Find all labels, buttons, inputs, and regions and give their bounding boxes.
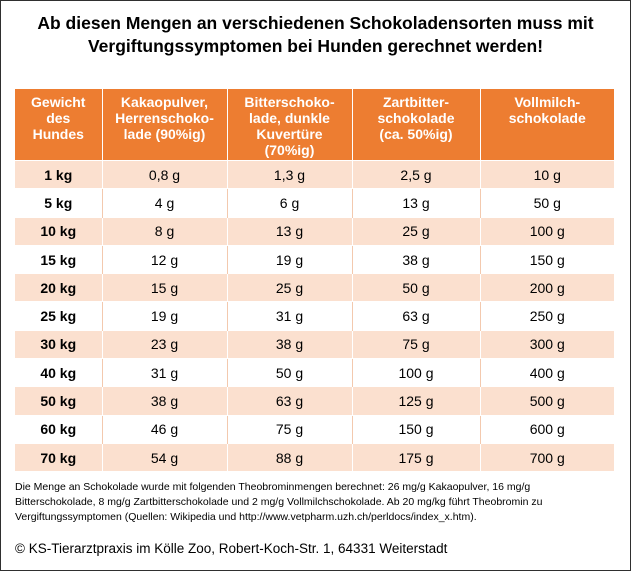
weight-cell: 1 kg	[15, 159, 103, 189]
table-cell: 15 g	[102, 273, 228, 302]
header-weight: Gewicht des Hundes	[15, 89, 103, 161]
table-cell: 4 g	[102, 188, 228, 218]
table-cell: 75 g	[352, 329, 481, 359]
table-cell: 46 g	[102, 414, 228, 444]
table-cell: 250 g	[480, 301, 614, 331]
weight-cell: 25 kg	[15, 301, 103, 331]
table-row: 15 kg 12 g 19 g 38 g 150 g	[15, 244, 614, 274]
table-cell: 38 g	[352, 244, 481, 274]
header-line: Kuvertüre	[256, 126, 323, 142]
footnote-line-3: Vergiftungssymptomen (Quellen: Wikipedia…	[15, 511, 477, 523]
weight-cell: 30 kg	[15, 329, 103, 359]
table-cell: 300 g	[480, 329, 614, 359]
table-row: 25 kg 19 g 31 g 63 g 250 g	[15, 301, 614, 331]
chocolate-toxicity-table: Gewicht des Hundes Kakaopulver, Herrensc…	[15, 89, 614, 472]
table-cell: 175 g	[352, 442, 481, 472]
table-row: 70 kg 54 g 88 g 175 g 700 g	[15, 442, 614, 472]
table-cell: 63 g	[227, 386, 353, 416]
header-line: schokolade	[508, 110, 586, 126]
table-row: 5 kg 4 g 6 g 13 g 50 g	[15, 188, 614, 218]
table-cell: 125 g	[352, 386, 481, 416]
table-row: 10 kg 8 g 13 g 25 g 100 g	[15, 216, 614, 246]
header-line: (70%ig)	[264, 142, 315, 158]
header-dark-chocolate: Zartbitter- schokolade (ca. 50%ig)	[352, 89, 481, 161]
header-line: Zartbitter-	[382, 94, 450, 110]
header-bitter-chocolate: Bitterschoko- lade, dunkle Kuvertüre (70…	[227, 89, 353, 161]
table-cell: 31 g	[227, 301, 353, 331]
table-cell: 25 g	[227, 273, 353, 302]
title-line-1: Ab diesen Mengen an verschiedenen Schoko…	[37, 13, 594, 33]
table-cell: 1,3 g	[227, 159, 353, 189]
table-cell: 150 g	[352, 414, 481, 444]
header-line: schokolade	[377, 110, 455, 126]
table-cell: 10 g	[480, 159, 614, 189]
header-line: des	[46, 110, 71, 126]
table-cell: 0,8 g	[102, 159, 228, 189]
table-cell: 31 g	[102, 358, 228, 387]
table-cell: 6 g	[227, 188, 353, 218]
table-row: 30 kg 23 g 38 g 75 g 300 g	[15, 329, 614, 359]
table-cell: 13 g	[227, 216, 353, 246]
table-cell: 54 g	[102, 442, 228, 472]
weight-cell: 10 kg	[15, 216, 103, 246]
table-cell: 50 g	[480, 188, 614, 218]
copyright-notice: © KS-Tierarztpraxis im Kölle Zoo, Robert…	[15, 541, 448, 556]
table-row: 1 kg 0,8 g 1,3 g 2,5 g 10 g	[15, 159, 614, 189]
table-cell: 200 g	[480, 273, 614, 302]
header-line: lade, dunkle	[249, 110, 330, 126]
table-cell: 19 g	[227, 244, 353, 274]
weight-cell: 20 kg	[15, 273, 103, 302]
weight-cell: 70 kg	[15, 442, 103, 472]
table-cell: 23 g	[102, 329, 228, 359]
table-cell: 150 g	[480, 244, 614, 274]
header-line: lade (90%ig)	[123, 126, 206, 142]
table-cell: 19 g	[102, 301, 228, 331]
table-cell: 38 g	[102, 386, 228, 416]
weight-cell: 40 kg	[15, 358, 103, 387]
table-cell: 12 g	[102, 244, 228, 274]
table-cell: 100 g	[480, 216, 614, 246]
header-line: Hundes	[32, 126, 84, 142]
table-cell: 88 g	[227, 442, 353, 472]
table-row: 20 kg 15 g 25 g 50 g 200 g	[15, 273, 614, 302]
header-line: Gewicht	[31, 94, 86, 110]
footnote: Die Menge an Schokolade wurde mit folgen…	[15, 480, 621, 525]
header-line: Bitterschoko-	[244, 94, 335, 110]
weight-cell: 5 kg	[15, 188, 103, 218]
table-cell: 100 g	[352, 358, 481, 387]
table-cell: 50 g	[227, 358, 353, 387]
weight-cell: 60 kg	[15, 414, 103, 444]
table-cell: 38 g	[227, 329, 353, 359]
table-header-row: Gewicht des Hundes Kakaopulver, Herrensc…	[15, 89, 614, 161]
header-line: Herrenschoko-	[115, 110, 214, 126]
weight-cell: 15 kg	[15, 244, 103, 274]
table-cell: 13 g	[352, 188, 481, 218]
table-cell: 25 g	[352, 216, 481, 246]
footnote-line-2: Bitterschokolade, 8 mg/g Zartbitterschok…	[15, 496, 543, 508]
table-cell: 50 g	[352, 273, 481, 302]
header-line: Vollmilch-	[514, 94, 581, 110]
table-cell: 500 g	[480, 386, 614, 416]
page-title: Ab diesen Mengen an verschiedenen Schoko…	[6, 12, 625, 58]
footnote-line-1: Die Menge an Schokolade wurde mit folgen…	[15, 481, 531, 493]
table-row: 50 kg 38 g 63 g 125 g 500 g	[15, 386, 614, 416]
header-milk-chocolate: Vollmilch- schokolade	[480, 89, 614, 161]
header-cocoa-powder: Kakaopulver, Herrenschoko- lade (90%ig)	[102, 89, 228, 161]
table-row: 60 kg 46 g 75 g 150 g 600 g	[15, 414, 614, 444]
header-line: Kakaopulver,	[120, 94, 209, 110]
table-body: 1 kg 0,8 g 1,3 g 2,5 g 10 g 5 kg 4 g 6 g…	[15, 159, 614, 472]
title-line-2: Vergiftungssymptomen bei Hunden gerechne…	[87, 36, 544, 56]
table-cell: 8 g	[102, 216, 228, 246]
table-cell: 63 g	[352, 301, 481, 331]
table-cell: 400 g	[480, 358, 614, 387]
table-row: 40 kg 31 g 50 g 100 g 400 g	[15, 358, 614, 387]
weight-cell: 50 kg	[15, 386, 103, 416]
table-cell: 700 g	[480, 442, 614, 472]
table-cell: 2,5 g	[352, 159, 481, 189]
table-cell: 600 g	[480, 414, 614, 444]
table-cell: 75 g	[227, 414, 353, 444]
header-line: (ca. 50%ig)	[379, 126, 453, 142]
